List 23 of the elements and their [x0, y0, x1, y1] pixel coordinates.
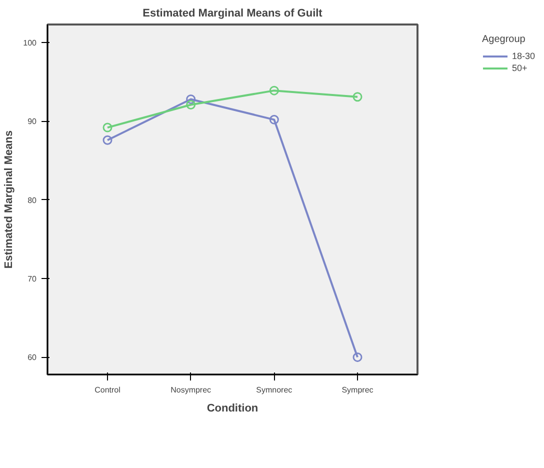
y-tick-label: 60 [28, 353, 38, 362]
chart-title: Estimated Marginal Means of Guilt [142, 8, 323, 20]
point [269, 86, 279, 96]
point [102, 122, 112, 132]
y-tick-label: 80 [28, 196, 38, 205]
x-tick-label: Nosymprec [170, 386, 212, 394]
point [186, 94, 196, 104]
y-tick-label: 90 [28, 117, 38, 126]
legend-label: 18-30 [512, 50, 536, 62]
x-tick-label: Control [94, 386, 121, 394]
point [102, 135, 112, 145]
point [352, 92, 362, 102]
legend-label: 50+ [512, 62, 528, 74]
point [186, 100, 196, 110]
y-tick-label: 70 [28, 274, 38, 284]
point [269, 114, 279, 124]
x-tick-label: Symprec [342, 386, 374, 394]
y-axis-title: Estimated Marginal Means [3, 130, 16, 269]
x-axis-title: Condition [206, 402, 258, 414]
y-tick-label: 100 [23, 38, 38, 48]
legend-title: Agegroup [482, 34, 526, 45]
x-tick-label: Symnorec [256, 386, 292, 394]
point [352, 352, 362, 362]
